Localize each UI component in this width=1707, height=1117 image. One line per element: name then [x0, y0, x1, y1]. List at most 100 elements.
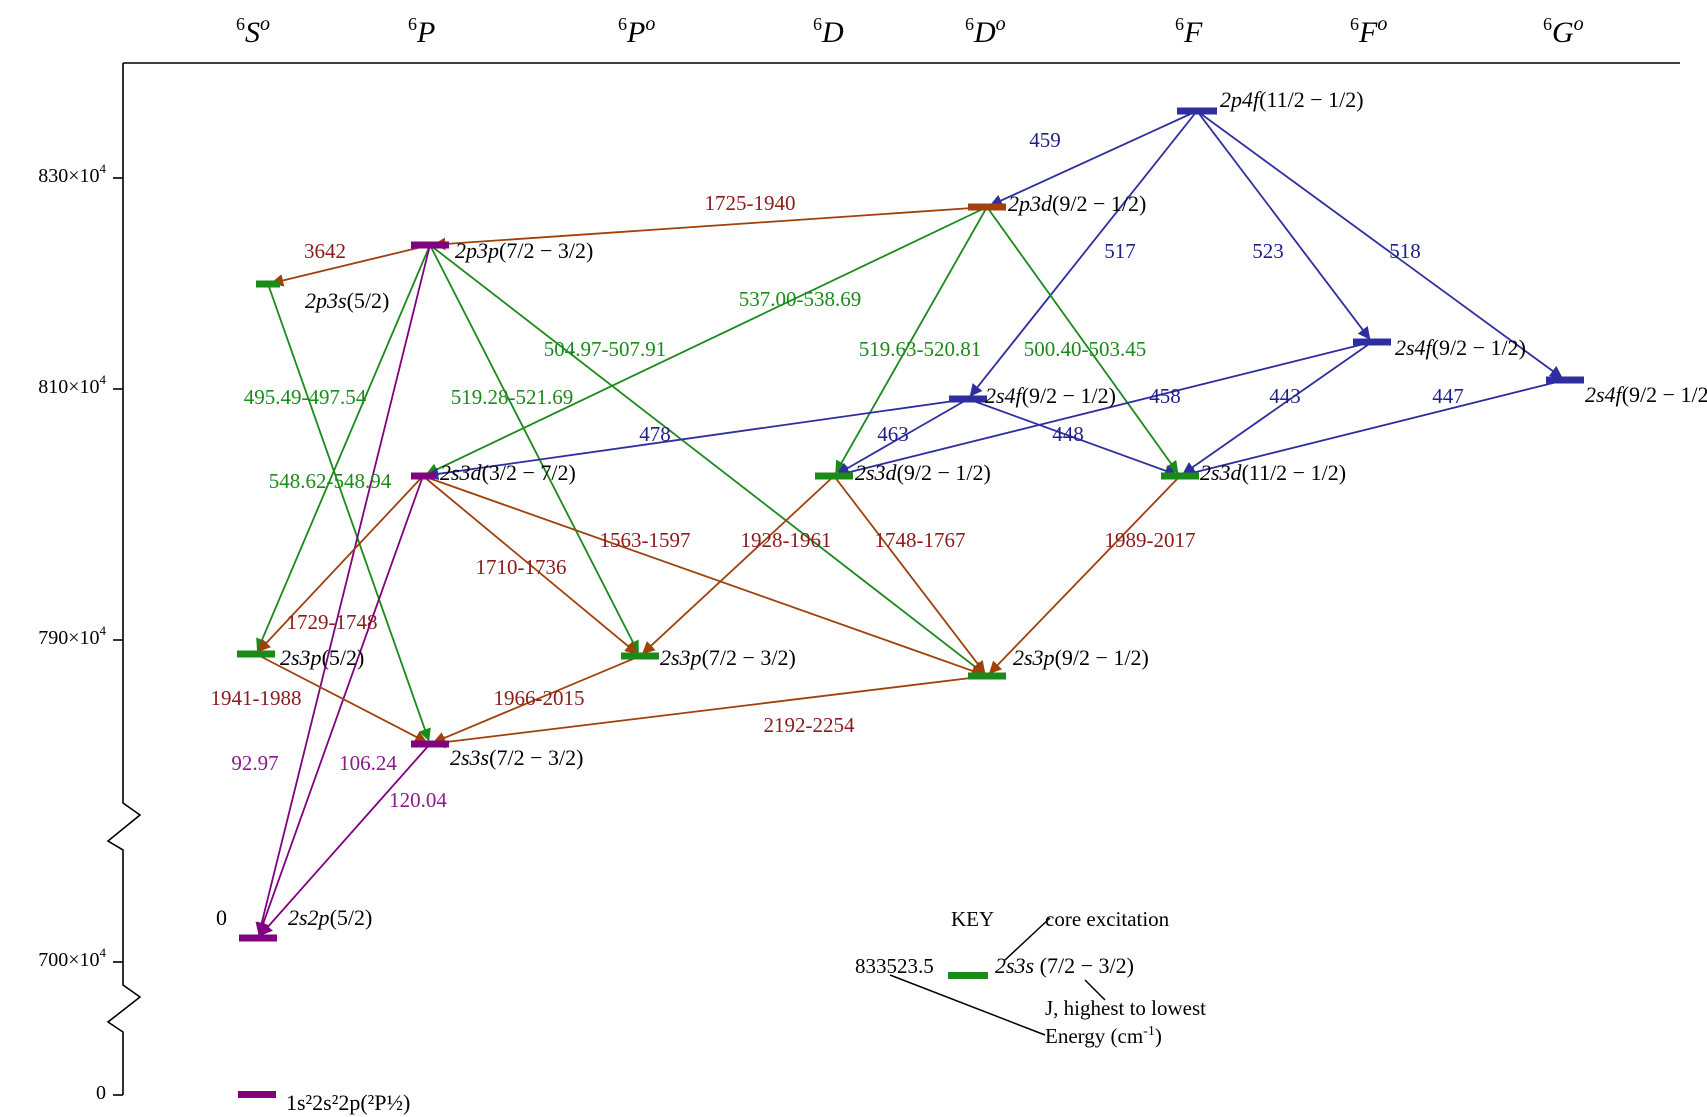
transition-wavelength-label: 92.97 — [231, 751, 278, 775]
transition-arrow — [1196, 110, 1371, 340]
energy-level-label: 2s3p(9/2 − 1/2) — [1013, 645, 1149, 670]
level-j-range: (7/2 − 3/2) — [489, 745, 583, 770]
transition-wavelength-label: 519.63-520.81 — [859, 337, 982, 361]
transition-wavelength-label: 448 — [1052, 422, 1084, 446]
term-header-multiplicity: 6 — [1175, 14, 1184, 34]
transition-arrow — [836, 341, 1373, 479]
energy-level-label: 2p3d(9/2 − 1/2) — [1008, 191, 1146, 216]
transition-wavelength-label: 1729-1748 — [287, 610, 378, 634]
axis-line — [106, 63, 142, 1095]
key-title: KEY — [951, 907, 994, 931]
term-header-parity: o — [260, 13, 270, 35]
transition-wavelength-label: 537.00-538.69 — [739, 287, 862, 311]
axis-tick-exponent: 4 — [100, 945, 107, 960]
term-header-letter: D — [821, 16, 844, 49]
term-header-Go: 6Go — [1543, 13, 1584, 49]
transitions — [255, 110, 1566, 936]
energy-level-label: 2p4f(11/2 − 1/2) — [1220, 87, 1364, 112]
transition-arrow — [432, 206, 988, 251]
axis-tick-label: 790×104 — [38, 623, 106, 649]
transition-arrow — [255, 653, 428, 743]
level-configuration: 2s4f — [985, 383, 1025, 408]
transition-wavelength-label: 443 — [1269, 384, 1301, 408]
transition-wavelength-label: 495.49-497.54 — [244, 385, 367, 409]
energy-level-bar — [256, 280, 280, 288]
energy-level-bar — [411, 740, 449, 748]
key-level-swatch — [948, 972, 988, 979]
level-j-range: (9/2 − 1/2) — [1055, 645, 1149, 670]
axis-tick-mantissa: 700×10 — [38, 949, 99, 971]
axis-tick-mantissa: 830×10 — [38, 165, 99, 187]
energy-level-bar — [815, 472, 853, 480]
transition-arrow — [1196, 110, 1563, 379]
key-config-text: 2s3s — [995, 953, 1034, 978]
axis-tick-mantissa: 790×10 — [38, 627, 99, 649]
energy-level-label: 2s3d(9/2 − 1/2) — [855, 460, 991, 485]
key-energy-note-end: ) — [1155, 1024, 1162, 1048]
transition-wavelength-label: 518 — [1389, 239, 1421, 263]
transition-wavelength-label: 458 — [1149, 384, 1181, 408]
term-header-letter: F — [1183, 16, 1203, 49]
transition-wavelength-label: 3642 — [304, 239, 346, 263]
level-j-range: (5/2) — [330, 905, 373, 930]
energy-level-label: 2s2p(5/2) — [288, 905, 372, 930]
term-header-parity: o — [1574, 13, 1584, 35]
level-j-range: (5/2) — [322, 645, 365, 670]
key-j-note: J, highest to lowest — [1045, 996, 1206, 1020]
axis-tick-label: 0 — [96, 1082, 106, 1104]
level-j-range: (3/2 − 7/2) — [482, 460, 576, 485]
term-header-letter: G — [1552, 16, 1574, 49]
energy-level-label: 2p3p(7/2 − 3/2) — [455, 238, 593, 263]
term-header-multiplicity: 6 — [408, 14, 417, 34]
axis-tick-exponent: 4 — [100, 372, 107, 387]
transition-wavelength-label: 1563-1597 — [600, 528, 691, 552]
energy-level-bar — [1353, 338, 1391, 346]
transition-arrow — [986, 206, 1179, 474]
transition-arrow — [836, 398, 969, 475]
axis-tick-exponent: 4 — [100, 623, 107, 638]
energy-level-label: 2s4f(9/2 − 1/2) — [1395, 335, 1526, 360]
transition-arrow — [988, 475, 1181, 675]
level-j-range: (5/2) — [347, 288, 390, 313]
energy-level-bar — [968, 672, 1006, 680]
energy-level-bar — [1177, 107, 1217, 115]
term-header-So: 6So — [236, 13, 270, 49]
term-header-parity: o — [996, 13, 1006, 35]
transition-arrow — [267, 283, 431, 742]
transition-wavelength-label: 1725-1940 — [705, 191, 796, 215]
key-energy-note-sup: -1 — [1143, 1024, 1155, 1039]
transition-arrow — [642, 475, 835, 655]
term-header-multiplicity: 6 — [236, 14, 245, 34]
transition-arrow — [1182, 341, 1373, 475]
term-header-multiplicity: 6 — [1543, 14, 1552, 34]
transition-labels: 459 517 523 518 1725-1940 3642 537.00-538.69 51… — [211, 128, 1464, 812]
key-core-excitation: core excitation — [1045, 907, 1170, 931]
energy-level-label: 2s3d(3/2 − 7/2) — [440, 460, 576, 485]
term-header-parity: o — [1377, 13, 1387, 35]
energy-level-bar — [411, 472, 435, 480]
key-pointer-j — [1084, 979, 1106, 1001]
energy-level-bar — [968, 203, 1006, 211]
key-energy-note: Energy (cm-1) — [1045, 1024, 1162, 1048]
transition-wavelength-label: 1966-2015 — [494, 686, 585, 710]
key-j-text: (7/2 − 3/2) — [1040, 953, 1134, 978]
transition-wavelength-label: 447 — [1432, 384, 1464, 408]
energy-axis — [106, 62, 1680, 1096]
energy-level-label: 2s3p(5/2) — [280, 645, 364, 670]
transition-arrow — [422, 475, 985, 677]
lowest-level-energy: 0 — [216, 905, 227, 930]
energy-level-bar — [239, 934, 277, 942]
term-header-multiplicity: 6 — [813, 14, 822, 34]
transition-arrow — [425, 206, 988, 476]
transition-wavelength-label: 548.62-548.94 — [269, 469, 392, 493]
energy-level-bar — [237, 650, 275, 658]
level-configuration: 2s3d — [440, 460, 483, 485]
term-header-parity: o — [645, 13, 655, 35]
axis-tick-exponent: 4 — [100, 161, 107, 176]
transition-wavelength-label: 1710-1736 — [476, 555, 567, 579]
transition-arrow — [255, 244, 431, 936]
term-headers: 6So 6P 6Po 6D 6Do 6F 6Fo 6Go — [236, 13, 1584, 49]
transition-wavelength-label: 517 — [1104, 239, 1136, 263]
